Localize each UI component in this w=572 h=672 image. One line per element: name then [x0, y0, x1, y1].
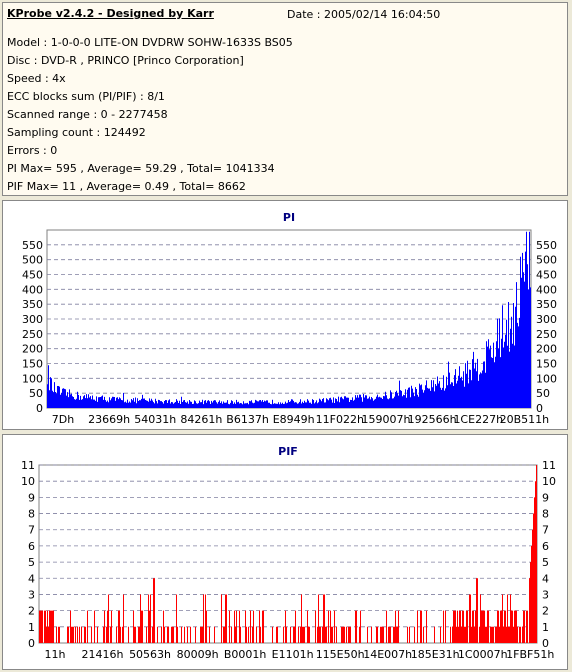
pif-xtick-label: E1101h: [272, 648, 314, 661]
info-panel: KProbe v2.4.2 - Designed by Karr Date : …: [2, 2, 568, 196]
pi-ytick-left: 450: [22, 269, 43, 282]
pif-ytick-left: 3: [28, 588, 35, 601]
ecc-line: ECC blocks sum (PI/PIF) : 8/1: [7, 90, 165, 103]
sampling-count-line: Sampling count : 124492: [7, 126, 146, 139]
pi-xtick-label: 159007h: [361, 413, 410, 426]
pif-xtick-label: 80009h: [177, 648, 219, 661]
pi-xtick-label: 23669h: [88, 413, 130, 426]
pif-ytick-right: 10: [542, 475, 556, 488]
speed-line: Speed : 4x: [7, 72, 66, 85]
pif-xtick-label: 14E007h: [363, 648, 412, 661]
pif-xtick-label: 1FBF51h: [506, 648, 554, 661]
pi-ytick-left: 50: [29, 387, 43, 400]
pif-xtick-label: 21416h: [82, 648, 124, 661]
pif-ytick-right: 4: [542, 572, 549, 585]
pif-ytick-left: 4: [28, 572, 35, 585]
pi-ytick-right: 550: [536, 239, 557, 252]
model-line: Model : 1-0-0-0 LITE-ON DVDRW SOHW-1633S…: [7, 36, 293, 49]
pif-ytick-right: 6: [542, 540, 549, 553]
pif-ytick-left: 8: [28, 508, 35, 521]
pi-ytick-right: 250: [536, 328, 557, 341]
pif-ytick-left: 7: [28, 524, 35, 537]
pi-ytick-right: 450: [536, 269, 557, 282]
pi-ytick-right: 100: [536, 372, 557, 385]
pi-ytick-left: 100: [22, 372, 43, 385]
pi-title: PI: [283, 211, 295, 224]
pif-xtick-label: 11h: [45, 648, 66, 661]
pi-ytick-left: 250: [22, 328, 43, 341]
pif-ytick-left: 11: [21, 459, 35, 472]
pi-xtick-label: E8949h: [273, 413, 315, 426]
pif-ytick-left: 9: [28, 491, 35, 504]
pif-ytick-left: 6: [28, 540, 35, 553]
pif-xtick-label: 1C0007h: [458, 648, 508, 661]
pif-ytick-right: 2: [542, 605, 549, 618]
pi-xtick-label: 54031h: [134, 413, 176, 426]
errors-line: Errors : 0: [7, 144, 58, 157]
pi-stats-line: PI Max= 595 , Average= 59.29 , Total= 10…: [7, 162, 275, 175]
pif-ytick-right: 5: [542, 556, 549, 569]
pi-chart-panel: PI 0 0 50 50 100 100 150 150 200 200 250 250 300 300 35…: [2, 200, 568, 430]
scan-date: Date : 2005/02/14 16:04:50: [287, 8, 441, 21]
pi-ytick-left: 550: [22, 239, 43, 252]
pif-xtick-label: 50563h: [129, 648, 171, 661]
pi-ytick-left: 300: [22, 313, 43, 326]
pif-stats-line: PIF Max= 11 , Average= 0.49 , Total= 866…: [7, 180, 246, 193]
pi-xtick-label: 11F022h: [316, 413, 364, 426]
pif-ytick-right: 3: [542, 588, 549, 601]
pi-ytick-left: 400: [22, 283, 43, 296]
pif-title: PIF: [278, 445, 298, 458]
pif-ytick-right: 1: [542, 621, 549, 634]
pi-xtick-label: 84261h: [180, 413, 222, 426]
scanned-range-line: Scanned range : 0 - 2277458: [7, 108, 168, 121]
pif-chart-panel: PIF 0 0 1 1 2 2 3 3 4 4 5 5 6 6 7 7 8 8 9 9 10 10 11 11 11h 21416h…: [2, 434, 568, 670]
pi-xtick-label: 20B511h: [500, 413, 550, 426]
pi-ytick-right: 0: [536, 402, 543, 415]
pi-xtick-label: 1CE227h: [453, 413, 503, 426]
pif-ytick-left: 10: [21, 475, 35, 488]
pif-xtick-label: 185E31h: [411, 648, 460, 661]
pi-ytick-right: 300: [536, 313, 557, 326]
pif-xtick-label: 115E50h: [316, 648, 365, 661]
pif-ytick-right: 11: [542, 459, 556, 472]
pi-ytick-right: 350: [536, 298, 557, 311]
pi-bars: [47, 231, 531, 408]
pi-ytick-right: 500: [536, 254, 557, 267]
disc-line: Disc : DVD-R , PRINCO [Princo Corporatio…: [7, 54, 244, 67]
pif-ytick-left: 5: [28, 556, 35, 569]
app-title: KProbe v2.4.2 - Designed by Karr: [7, 7, 214, 20]
pif-ytick-left: 2: [28, 605, 35, 618]
pi-ytick-left: 200: [22, 343, 43, 356]
pif-ytick-left: 0: [28, 637, 35, 650]
pi-xtick-label: B6137h: [226, 413, 269, 426]
pi-ytick-right: 50: [536, 387, 550, 400]
pif-ytick-right: 0: [542, 637, 549, 650]
pi-xtick-label: 192566h: [408, 413, 457, 426]
pi-xtick-label: 7Dh: [52, 413, 74, 426]
pi-ytick-right: 150: [536, 358, 557, 371]
pi-ytick-left: 0: [36, 402, 43, 415]
pi-ytick-left: 500: [22, 254, 43, 267]
pif-ytick-right: 9: [542, 491, 549, 504]
pif-ytick-left: 1: [28, 621, 35, 634]
pif-xtick-label: B0001h: [224, 648, 267, 661]
pi-ytick-right: 200: [536, 343, 557, 356]
pif-ytick-right: 7: [542, 524, 549, 537]
pi-ytick-left: 350: [22, 298, 43, 311]
pif-ytick-right: 8: [542, 508, 549, 521]
pi-ytick-left: 150: [22, 358, 43, 371]
pi-ytick-right: 400: [536, 283, 557, 296]
pif-bars: [39, 465, 537, 643]
